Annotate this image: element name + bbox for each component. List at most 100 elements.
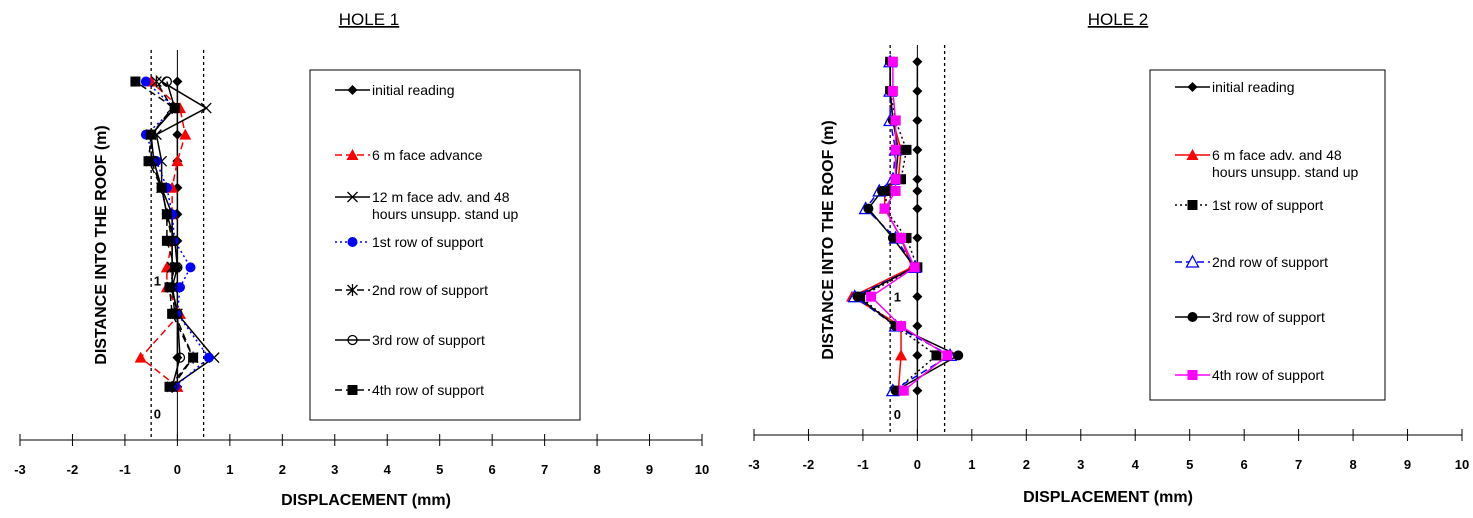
- legend-swatch-marker: [347, 191, 358, 203]
- legend-swatch-marker: [347, 85, 358, 95]
- data-point: [909, 262, 920, 273]
- data-point: [912, 56, 923, 67]
- data-point: [156, 76, 168, 88]
- x-tick-label: 0: [174, 462, 181, 477]
- data-point: [896, 232, 907, 243]
- data-point: [164, 381, 175, 392]
- data-point: [167, 308, 178, 319]
- data-point: [143, 156, 154, 167]
- series-3: [855, 56, 942, 396]
- series-line: [853, 61, 952, 392]
- data-point: [172, 129, 183, 140]
- data-point: [912, 185, 923, 196]
- data-point: [169, 103, 180, 114]
- data-point: [887, 56, 898, 67]
- data-point: [161, 76, 173, 87]
- x-tick-label: 1: [968, 457, 975, 472]
- data-point: [866, 291, 877, 302]
- data-point: [890, 185, 901, 196]
- data-point: [174, 352, 186, 363]
- data-point: [140, 76, 151, 87]
- x-tick-label: 0: [914, 457, 921, 472]
- data-point: [912, 232, 923, 243]
- data-point: [879, 203, 890, 214]
- data-point: [146, 129, 157, 140]
- data-point: [171, 155, 184, 167]
- data-point: [130, 76, 141, 87]
- legend-swatch-marker: [1186, 149, 1199, 160]
- series-2: [134, 75, 192, 392]
- data-point: [887, 86, 898, 97]
- legend-swatch-marker: [347, 334, 358, 346]
- x-tick-label: 8: [1349, 457, 1356, 472]
- data-point: [953, 350, 964, 361]
- legend-label: 3rd row of support: [1212, 309, 1325, 325]
- data-point: [852, 291, 863, 302]
- x-tick-label: 6: [1241, 457, 1248, 472]
- x-tick-label: 9: [1404, 457, 1411, 472]
- legend-label: 6 m face adv. and 48 hours unsupp. stand …: [1212, 147, 1359, 180]
- x-tick-label: -3: [14, 462, 26, 477]
- data-point: [179, 128, 192, 140]
- data-point: [156, 182, 167, 193]
- data-point: [200, 102, 212, 114]
- series-5: [852, 56, 964, 396]
- x-tick-label: 10: [695, 462, 709, 477]
- data-point: [912, 385, 923, 396]
- series-line: [850, 61, 913, 391]
- chart-2: HOLE 2-3-2-1012345678910012DISPLACEMENT …: [748, 10, 1469, 506]
- data-point: [882, 185, 893, 196]
- data-point: [912, 350, 923, 361]
- series-line: [150, 81, 194, 388]
- legend-label: 4th row of support: [1212, 367, 1324, 383]
- x-tick-label: 5: [436, 462, 443, 477]
- data-point: [896, 174, 907, 185]
- data-point: [901, 144, 912, 155]
- legend-label: 1st row of support: [1212, 197, 1323, 213]
- x-tick-label: -3: [748, 457, 760, 472]
- legend-label: 12 m face adv. and 48 hours unsupp. stand…: [372, 189, 519, 222]
- data-point: [887, 232, 898, 243]
- x-axis-label: DISPLACEMENT (mm): [1023, 489, 1193, 506]
- x-tick-label: 6: [489, 462, 496, 477]
- x-tick-label: 1: [226, 462, 233, 477]
- legend-box: [1149, 69, 1386, 401]
- legend-swatch-marker: [347, 385, 358, 395]
- x-axis-label: DISPLACEMENT (mm): [281, 492, 451, 509]
- data-point: [896, 321, 907, 332]
- data-point: [161, 209, 172, 220]
- chart-1: HOLE 1 -3 -2 -1 0 1 2 3 4 5 6 7 8 9 10 0 1 DISPLACEMENT (…: [14, 10, 709, 509]
- series-4: [847, 54, 958, 397]
- chart-title: HOLE 1: [339, 10, 399, 29]
- data-point: [912, 291, 923, 302]
- data-point: [150, 75, 162, 88]
- series-line: [155, 80, 216, 388]
- legend-label: 2nd row of support: [1212, 254, 1328, 270]
- data-point: [890, 144, 901, 155]
- chart-title: HOLE 2: [1088, 10, 1148, 29]
- x-tick-label: 4: [1132, 457, 1140, 472]
- data-point: [876, 185, 887, 196]
- legend-label: 1st row of support: [372, 234, 483, 250]
- y-tick-label: 0: [894, 407, 901, 422]
- data-point: [203, 352, 214, 363]
- data-point: [890, 115, 901, 126]
- legend-swatch-marker: [1187, 200, 1198, 210]
- series-7: [130, 76, 199, 392]
- legend-swatch-marker: [346, 149, 359, 160]
- legend-label: 3rd row of support: [372, 332, 485, 348]
- data-point: [164, 282, 175, 293]
- legend-swatch-marker: [1187, 370, 1198, 380]
- x-tick-label: -1: [857, 457, 869, 472]
- data-point: [175, 282, 186, 293]
- x-tick-label: 2: [279, 462, 286, 477]
- data-point: [898, 385, 909, 396]
- legend-swatch-marker: [1187, 312, 1198, 322]
- x-tick-label: 4: [384, 462, 392, 477]
- legend-swatch-marker: [347, 237, 358, 247]
- legend-swatch-marker: [1187, 82, 1198, 92]
- y-tick-label: 1: [894, 290, 901, 305]
- legend-swatch-marker: [347, 284, 358, 296]
- y-tick-label: 1: [154, 274, 161, 289]
